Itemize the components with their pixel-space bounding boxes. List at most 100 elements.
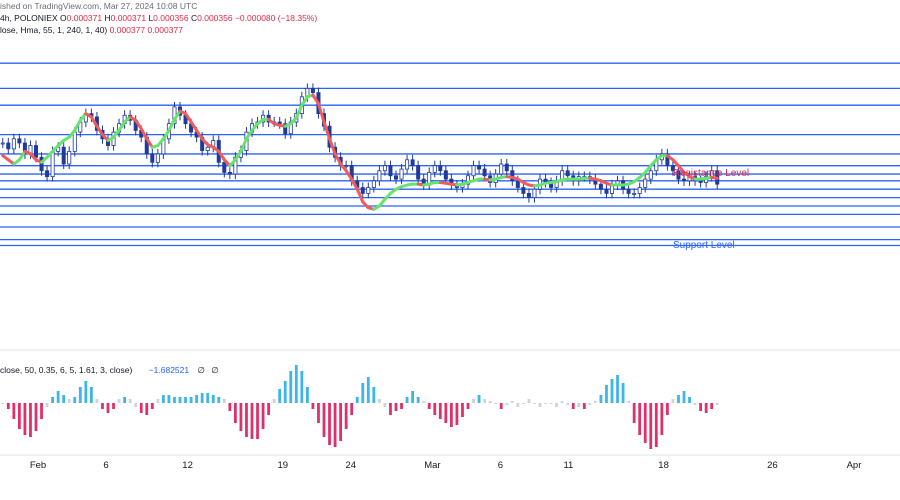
histogram-bar	[660, 403, 664, 435]
visibility-off-icon[interactable]: ∅	[197, 365, 205, 375]
histogram-bar	[422, 401, 426, 403]
histogram-bar	[139, 403, 143, 413]
histogram-bar	[78, 387, 82, 403]
histogram-bar	[6, 403, 10, 409]
high-label: H	[104, 13, 111, 23]
time-axis-label: Feb	[30, 460, 46, 471]
histogram-bar	[682, 391, 686, 403]
candle-body	[410, 159, 415, 167]
histogram-bar	[593, 401, 597, 403]
histogram-bar	[239, 403, 243, 431]
oscillator-legend-line: close, 50, 0.35, 6, 5, 1.61, 3, close) −…	[0, 365, 219, 376]
published-text: ished on TradingView.com, Mar 27, 2024 1…	[0, 1, 198, 11]
histogram-bar	[344, 403, 348, 429]
histogram-bar	[189, 397, 193, 403]
histogram-bar	[710, 403, 714, 409]
histogram-bar	[632, 403, 636, 423]
candle-body	[643, 178, 648, 188]
hma-segment-up	[172, 109, 182, 121]
histogram-bar	[272, 399, 276, 403]
hma-segment-down	[184, 112, 193, 124]
support-label: Support Level	[673, 240, 735, 251]
histogram-bar	[516, 403, 520, 407]
histogram-bar	[560, 401, 564, 403]
histogram-bar	[704, 403, 708, 413]
time-axis-label: 19	[278, 460, 289, 471]
candle-body	[438, 165, 443, 172]
histogram-bar	[677, 395, 680, 403]
histogram-bar	[466, 403, 470, 409]
histogram-bar	[261, 403, 265, 429]
candle-body	[521, 187, 526, 194]
histogram-bar	[643, 403, 647, 443]
visibility-off-icon[interactable]: ∅	[211, 365, 219, 375]
candle-body	[39, 156, 44, 172]
hma-segment-down	[189, 120, 199, 132]
histogram-bar	[416, 397, 420, 403]
histogram-bar	[350, 403, 354, 415]
histogram-bar	[605, 385, 608, 403]
histogram-bar	[228, 403, 232, 411]
histogram-bar	[400, 403, 403, 409]
low-value: 0.000356	[153, 13, 189, 23]
time-axis-label: Apr	[847, 460, 862, 471]
hma-segment-down	[89, 115, 99, 128]
candle-body	[371, 180, 376, 188]
candle-body	[477, 165, 482, 170]
candle-body	[637, 187, 642, 194]
histogram-bar	[206, 393, 210, 403]
histogram-bar	[427, 403, 431, 409]
histogram-bar	[123, 397, 127, 403]
histogram-bar	[477, 395, 481, 403]
histogram-bar	[84, 381, 88, 403]
histogram-bar	[665, 403, 669, 415]
histogram-bar	[222, 399, 226, 403]
histogram-bar	[566, 403, 570, 405]
low-label: L	[148, 13, 154, 23]
histogram-bar	[693, 403, 697, 405]
histogram-bar	[283, 381, 287, 403]
histogram-bar	[383, 403, 387, 407]
candle-body	[665, 153, 670, 167]
hma-segment-down	[134, 118, 143, 131]
histogram-bar	[599, 395, 603, 403]
candle-body	[50, 150, 55, 177]
candle-body	[360, 187, 365, 194]
histogram-bar	[40, 403, 43, 419]
candle-body	[432, 165, 437, 173]
histogram-bar	[627, 401, 631, 403]
hma-legend-line: lose, Hma, 55, 1, 240, 1, 40) 0.000377 0…	[0, 25, 183, 35]
histogram-bar	[438, 403, 442, 419]
change-value: −0.000080 (−18.35%)	[234, 13, 318, 23]
candle-body	[34, 145, 39, 158]
histogram-bar	[112, 403, 115, 409]
candle-body	[72, 131, 77, 152]
histogram-bar	[577, 403, 581, 407]
histogram-bar	[521, 403, 525, 404]
histogram-bar	[339, 403, 343, 441]
histogram-bar	[167, 395, 171, 403]
hma-segment-down	[344, 169, 354, 181]
histogram-bar	[211, 395, 215, 403]
histogram-bar	[372, 387, 376, 403]
histogram-bar	[527, 399, 531, 403]
histogram-bar	[294, 365, 298, 403]
hma-segment-up	[239, 137, 248, 153]
histogram-bar	[195, 395, 199, 403]
time-axis-label: 6	[498, 460, 503, 471]
histogram-bar	[95, 399, 99, 403]
hma-segment-up	[73, 118, 82, 132]
hma-segment-up	[300, 95, 309, 107]
histogram-bar	[715, 403, 719, 405]
candle-body	[67, 150, 72, 165]
hma-segment-down	[311, 93, 320, 106]
histogram-bar	[178, 397, 182, 403]
histogram-bar	[333, 403, 337, 447]
candle-body	[670, 165, 675, 172]
histogram-bar	[161, 395, 165, 403]
oscillator-legend-label: close, 50, 0.35, 6, 5, 1.61, 3, close)	[0, 365, 133, 375]
candle-body	[465, 175, 470, 185]
histogram-bar	[117, 399, 121, 403]
histogram-bar	[89, 387, 93, 403]
